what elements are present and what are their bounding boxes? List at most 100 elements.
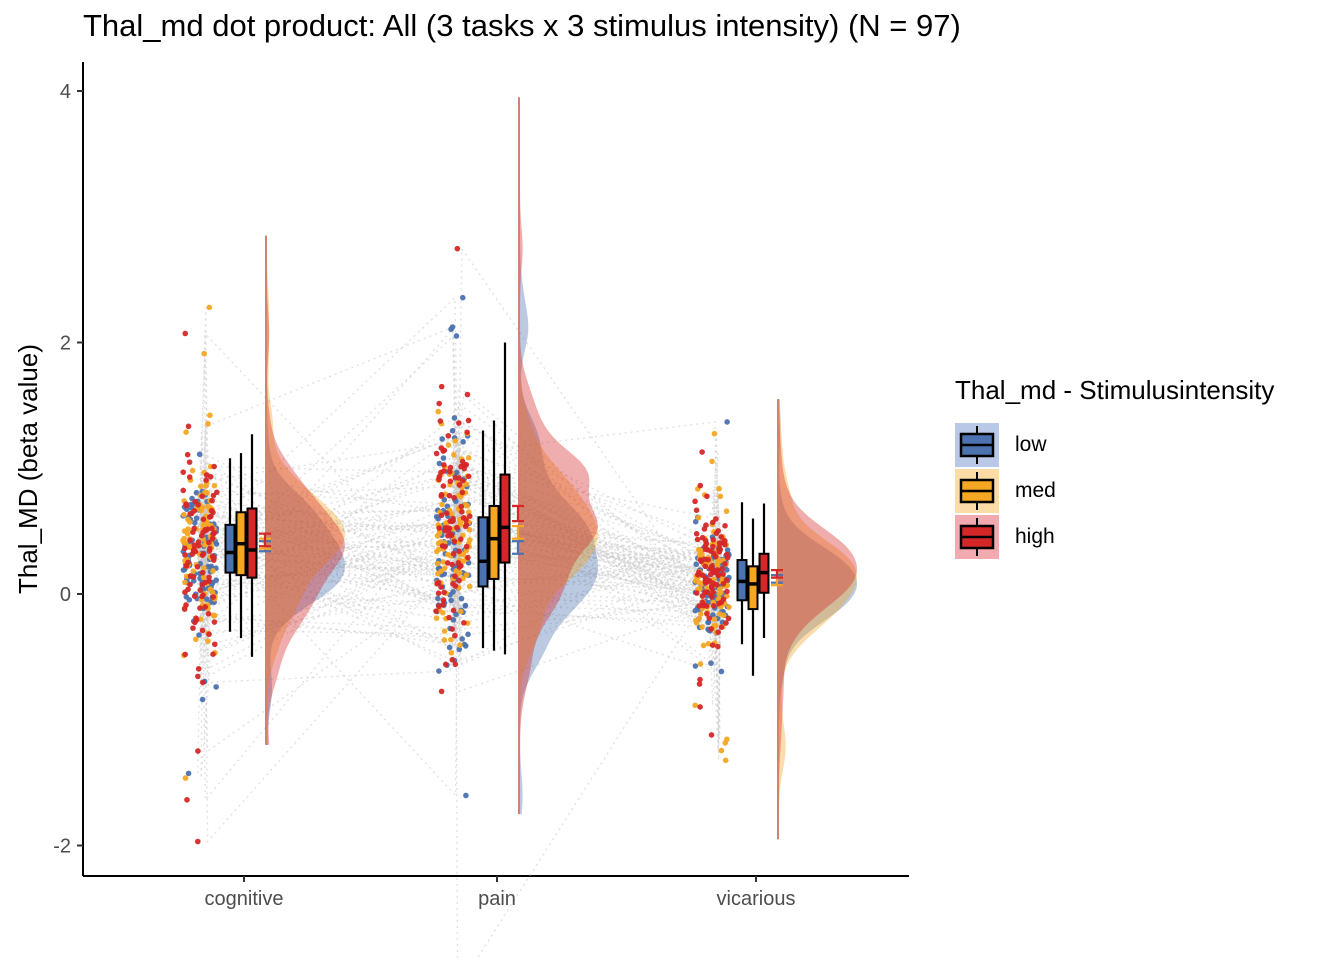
point-high: [696, 603, 702, 609]
point-med: [211, 612, 218, 619]
x-tick-label-vicarious: vicarious: [717, 888, 796, 910]
point-high: [713, 516, 719, 522]
point-high: [708, 584, 715, 591]
density-med-vicarious: [777, 399, 857, 840]
point-high: [441, 462, 447, 468]
point-low: [203, 596, 210, 602]
point-high: [186, 474, 193, 480]
point-high: [718, 534, 725, 540]
point-high: [451, 494, 457, 501]
legend: Thal_md - Stimulusintensity low med high: [955, 375, 1275, 559]
point-high: [716, 548, 723, 555]
point-high: [209, 525, 215, 532]
point-high: [702, 563, 709, 570]
point-med: [441, 637, 448, 643]
point-high: [450, 550, 457, 557]
point-high: [446, 492, 453, 499]
point-med: [204, 490, 210, 496]
point-high: [720, 580, 727, 587]
point-high: [199, 627, 206, 634]
point-high: [720, 596, 727, 603]
point-high: [206, 539, 212, 546]
box-low-pain: [477, 516, 489, 588]
point-med: [181, 539, 187, 546]
point-high: [718, 624, 725, 630]
point-med: [185, 526, 191, 532]
point-high: [195, 539, 202, 545]
point-low: [439, 436, 446, 442]
box-high-cognitive: [246, 507, 258, 579]
point-high: [438, 383, 445, 390]
point-low: [450, 589, 456, 595]
point-med: [704, 585, 710, 591]
point-high: [181, 545, 188, 552]
point-med: [205, 421, 211, 427]
point-med: [197, 483, 204, 490]
point-high: [447, 478, 454, 485]
box-med-vicarious: [747, 565, 759, 611]
point-high: [206, 574, 212, 581]
point-low: [196, 632, 202, 638]
point-med: [723, 508, 730, 515]
axis-labels: -2 0 2 4 cognitive pain vicarious Thal_MD (beta…: [13, 81, 795, 910]
point-low: [459, 294, 466, 301]
legend-item-med: med: [955, 469, 1056, 513]
point-med: [722, 757, 729, 764]
point-low: [441, 496, 448, 503]
point-med: [207, 412, 213, 419]
point-low: [192, 519, 198, 526]
point-high: [693, 531, 700, 537]
point-high: [199, 552, 206, 558]
point-high: [456, 420, 462, 426]
point-high: [452, 632, 458, 639]
point-high: [199, 493, 205, 500]
point-high: [187, 573, 194, 579]
point-med: [726, 604, 732, 610]
point-high: [438, 584, 444, 590]
point-high: [695, 571, 701, 578]
point-high: [715, 629, 722, 636]
legend-title: Thal_md - Stimulusintensity: [955, 375, 1275, 405]
point-high: [183, 502, 190, 509]
point-med: [705, 640, 712, 647]
point-high: [699, 572, 706, 578]
point-high: [716, 600, 722, 607]
point-high: [710, 543, 716, 550]
point-med: [440, 559, 447, 565]
point-med: [445, 551, 451, 558]
point-high: [693, 590, 700, 596]
point-med: [190, 568, 197, 575]
point-high: [707, 548, 714, 554]
point-high: [706, 615, 713, 621]
legend-item-low: low: [955, 423, 1047, 467]
point-med: [441, 628, 448, 634]
y-tick-label: -2: [53, 836, 71, 858]
point-high: [710, 603, 717, 609]
point-med: [458, 608, 464, 615]
density-low-vicarious: [777, 399, 857, 840]
x-tick-label-pain: pain: [478, 888, 516, 910]
point-med: [182, 775, 189, 781]
box-med-pain: [488, 504, 500, 580]
legend-key-med: [955, 469, 999, 513]
y-tick-label: 0: [60, 584, 71, 606]
point-med: [697, 611, 704, 617]
jitter-points: [180, 245, 732, 845]
point-high: [440, 597, 447, 603]
point-med: [440, 609, 446, 616]
point-high: [197, 587, 204, 593]
density-high-vicarious: [777, 399, 857, 840]
point-high: [205, 611, 212, 617]
point-high: [185, 586, 191, 593]
point-high: [704, 493, 710, 500]
point-med: [457, 642, 463, 648]
point-med: [720, 612, 727, 619]
point-low: [436, 460, 443, 467]
legend-label-med: med: [1015, 479, 1056, 502]
legend-key-high: [955, 515, 999, 559]
point-med: [692, 702, 698, 709]
point-high: [210, 557, 217, 563]
point-high: [448, 532, 455, 539]
point-high: [210, 651, 216, 657]
point-high: [445, 433, 452, 439]
